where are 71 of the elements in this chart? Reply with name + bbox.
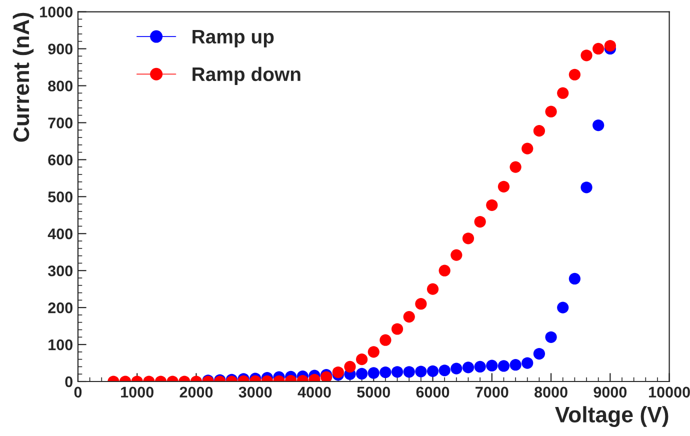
- x-tick-label: 9000: [594, 386, 627, 398]
- point: [568, 272, 580, 285]
- y-tick-label: 500: [48, 192, 72, 202]
- x-tick-label: 4000: [298, 386, 331, 398]
- point: [522, 357, 534, 369]
- x-tick-label: 6000: [416, 386, 450, 398]
- point: [391, 366, 404, 378]
- point: [415, 366, 427, 378]
- point: [403, 366, 415, 378]
- y-tick-label: 400: [48, 228, 72, 240]
- y-tick-label: 100: [48, 339, 72, 350]
- x-tick-label: 0: [74, 386, 82, 398]
- point: [368, 367, 380, 379]
- point: [391, 323, 404, 335]
- point: [580, 50, 592, 62]
- point: [474, 216, 486, 228]
- point: [604, 40, 616, 52]
- point: [462, 362, 474, 374]
- point: [510, 161, 522, 173]
- y-tick-label: 900: [48, 44, 72, 54]
- point: [415, 298, 427, 310]
- point: [498, 360, 510, 372]
- point: [356, 368, 368, 380]
- legend-label: Ramp up: [192, 30, 274, 48]
- point: [522, 142, 534, 154]
- point: [557, 302, 569, 314]
- x-tick-label: 7000: [476, 386, 508, 398]
- point: [486, 199, 498, 211]
- point: [557, 87, 569, 99]
- legend-label: Ramp down: [192, 66, 300, 85]
- y-tick-label: 700: [48, 118, 72, 128]
- point: [474, 360, 486, 373]
- point: [592, 42, 604, 55]
- point: [426, 365, 439, 377]
- point: [356, 354, 368, 366]
- point: [344, 360, 356, 373]
- y-tick-label: 1000: [40, 6, 72, 18]
- y-tick-label: 0: [65, 376, 72, 388]
- x-tick-label: 5000: [357, 386, 390, 398]
- point: [510, 359, 522, 371]
- x-tick-label: 3000: [238, 386, 272, 398]
- point: [368, 346, 380, 358]
- point: [533, 125, 546, 137]
- point: [403, 310, 415, 323]
- x-axis-title: Voltage (V): [555, 406, 668, 427]
- x-tick-label: 1000: [121, 386, 154, 398]
- point: [380, 334, 392, 346]
- point: [592, 119, 604, 132]
- point: [426, 283, 439, 295]
- point: [450, 362, 462, 374]
- y-tick-label: 200: [48, 302, 72, 314]
- point: [462, 232, 474, 244]
- point: [545, 331, 557, 343]
- y-tick-label: 300: [48, 265, 72, 276]
- point: [450, 249, 462, 261]
- point: [438, 264, 450, 276]
- point: [545, 106, 557, 118]
- point: [568, 68, 580, 80]
- y-tick-label: 600: [48, 154, 72, 166]
- x-tick-label: 10000: [649, 386, 690, 398]
- point: [580, 182, 592, 194]
- point: [533, 348, 546, 360]
- point: [332, 366, 344, 378]
- point: [380, 366, 392, 378]
- point: [486, 360, 498, 372]
- point: [438, 364, 450, 376]
- y-axis-title: Current (nA): [12, 12, 34, 142]
- y-tick-label: 800: [48, 80, 72, 92]
- x-tick-label: 8000: [534, 386, 568, 398]
- point: [498, 180, 510, 192]
- x-tick-label: 2000: [180, 386, 213, 398]
